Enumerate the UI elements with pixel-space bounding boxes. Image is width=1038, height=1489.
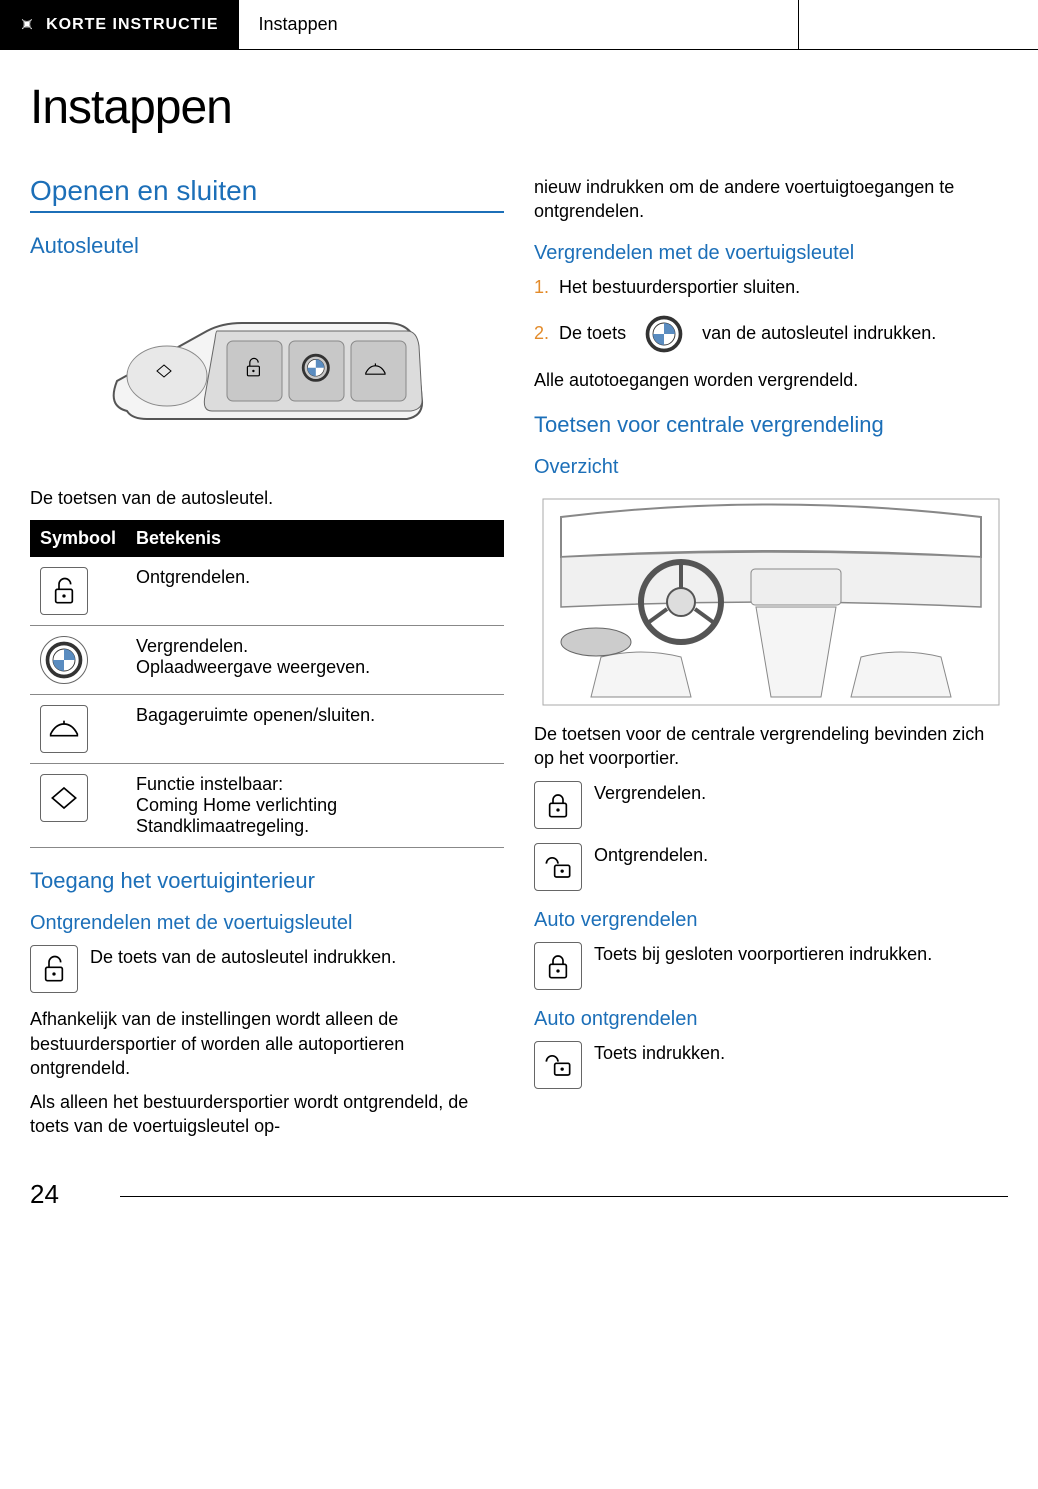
- lock-icon: [534, 942, 582, 990]
- subsection-autosleutel: Autosleutel: [30, 233, 504, 259]
- steps-list: Het bestuurdersportier sluiten. De toets…: [534, 275, 1008, 356]
- minisection-overzicht: Overzicht: [534, 456, 1008, 479]
- autosleutel-caption: De toetsen van de autosleutel.: [30, 486, 504, 510]
- table-row: Bagageruimte openen/sluiten.: [30, 695, 504, 764]
- row-text: Toets indrukken.: [594, 1041, 1008, 1065]
- left-column: Openen en sluiten Autosleutel De toetsen…: [30, 175, 504, 1149]
- subsection-toegang: Toegang het voertuiginterieur: [30, 868, 504, 894]
- unlock-icon: [534, 843, 582, 891]
- th-meaning: Betekenis: [126, 520, 504, 557]
- body-para: nieuw indrukken om de andere voertuigtoe…: [534, 175, 1008, 224]
- table-row: Ontgrendelen.: [30, 557, 504, 626]
- bmw-icon: [40, 636, 88, 684]
- step-text: van de autosleutel indrukken.: [702, 321, 936, 346]
- row-text: Toets bij gesloten voorportieren indrukk…: [594, 942, 1008, 966]
- icon-row: Toets bij gesloten voorportieren indrukk…: [534, 942, 1008, 990]
- icon-row: De toets van de autosleutel indrukken.: [30, 945, 504, 993]
- body-para: Alle autotoegangen worden vergrendeld.: [534, 368, 1008, 392]
- row-text: Coming Home verlichting: [136, 795, 494, 816]
- table-row: Vergrendelen. Oplaadweergave weergeven.: [30, 626, 504, 695]
- row-text: Standklimaatregeling.: [136, 816, 494, 837]
- row-text: Vergrendelen.: [594, 781, 1008, 805]
- table-row: Functie instelbaar: Coming Home verlicht…: [30, 764, 504, 848]
- section-openen: Openen en sluiten: [30, 175, 504, 213]
- row-text: Ontgrendelen.: [594, 843, 1008, 867]
- step-item: Het bestuurdersportier sluiten.: [534, 275, 1008, 300]
- row-text: Functie instelbaar:: [136, 774, 494, 795]
- lock-icon: [534, 781, 582, 829]
- page-number: 24: [30, 1179, 1008, 1210]
- subsection-toetsen: Toetsen voor centrale vergrendeling: [534, 412, 1008, 438]
- th-symbol: Symbool: [30, 520, 126, 557]
- unlock-icon: [534, 1041, 582, 1089]
- header-tab-label: KORTE INSTRUCTIE: [46, 16, 218, 34]
- trunk-icon: [40, 705, 88, 753]
- step-text: De toets: [559, 321, 626, 346]
- breadcrumb: Instappen: [239, 0, 799, 49]
- minisection-auto-ontg: Auto ontgrendelen: [534, 1008, 1008, 1031]
- symbol-table: Symbool Betekenis Ontgrendelen. Vergrend…: [30, 520, 504, 848]
- diamond-icon: [40, 774, 88, 822]
- icon-row: Ontgrendelen.: [534, 843, 1008, 891]
- row-text: Ontgrendelen.: [136, 567, 494, 588]
- step-item: De toets van de autosleutel indrukken.: [534, 312, 1008, 356]
- header-tab: ✦ KORTE INSTRUCTIE: [0, 0, 239, 49]
- interior-illustration: [534, 497, 1008, 707]
- right-column: nieuw indrukken om de andere voertuigtoe…: [534, 175, 1008, 1149]
- row-text: Vergrendelen.: [136, 636, 494, 657]
- row-text: De toets van de autosleutel indrukken.: [90, 945, 504, 969]
- overzicht-caption: De toetsen voor de centrale vergrendelin…: [534, 722, 1008, 771]
- row-text: Oplaadweergave weergeven.: [136, 657, 494, 678]
- minisection-vergrendelen: Vergrendelen met de voertuigsleutel: [534, 242, 1008, 265]
- minisection-auto-verg: Auto vergrendelen: [534, 909, 1008, 932]
- body-para: Als alleen het bestuurdersportier wordt …: [30, 1090, 504, 1139]
- icon-row: Toets indrukken.: [534, 1041, 1008, 1089]
- step-text: Het bestuurdersportier sluiten.: [559, 275, 800, 300]
- bmw-icon: [642, 312, 686, 356]
- page-title: Instappen: [30, 80, 1008, 135]
- page-header: ✦ KORTE INSTRUCTIE Instappen: [0, 0, 1038, 50]
- key-illustration: [30, 281, 504, 461]
- pin-icon: ✦: [15, 11, 41, 37]
- row-text: Bagageruimte openen/sluiten.: [136, 705, 494, 726]
- body-para: Afhankelijk van de instellingen wordt al…: [30, 1007, 504, 1080]
- footer-rule: [120, 1196, 1008, 1197]
- unlock-icon: [40, 567, 88, 615]
- minisection-ontgrendelen: Ontgrendelen met de voertuigsleutel: [30, 912, 504, 935]
- icon-row: Vergrendelen.: [534, 781, 1008, 829]
- unlock-icon: [30, 945, 78, 993]
